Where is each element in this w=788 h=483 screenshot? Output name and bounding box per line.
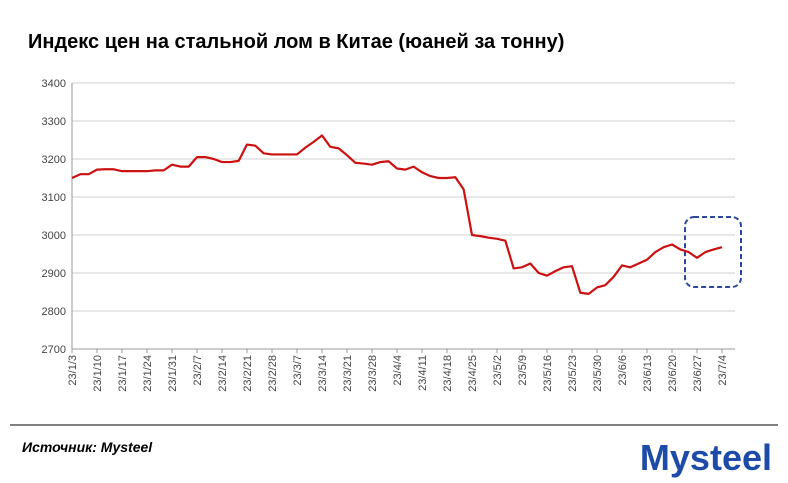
x-tick-label: 23/1/3: [67, 355, 79, 386]
y-tick-label: 2700: [42, 344, 66, 356]
source: Источник: Mysteel: [22, 439, 153, 455]
y-tick-label: 3000: [42, 230, 66, 242]
x-tick-label: 23/3/14: [317, 355, 329, 392]
x-tick-label: 23/1/10: [92, 355, 104, 392]
y-tick-label: 2800: [42, 306, 66, 318]
x-tick-label: 23/1/31: [167, 355, 179, 392]
y-tick-label: 3300: [42, 116, 66, 128]
x-tick-label: 23/2/14: [217, 355, 229, 392]
x-tick-label: 23/2/28: [267, 355, 279, 392]
x-tick-label: 23/5/16: [542, 355, 554, 392]
x-tick-label: 23/3/21: [342, 355, 354, 392]
x-tick-label: 23/3/7: [292, 355, 304, 386]
x-tick-label: 23/2/21: [242, 355, 254, 392]
y-tick-label: 3400: [42, 78, 66, 90]
x-tick-label: 23/4/18: [442, 355, 454, 392]
y-tick-label: 3200: [42, 154, 66, 166]
x-tick-label: 23/1/17: [117, 355, 129, 392]
x-tick-label: 23/6/20: [667, 355, 679, 392]
x-tick-label: 23/3/28: [367, 355, 379, 392]
x-tick-label: 23/6/27: [692, 355, 704, 392]
y-tick-label: 2900: [42, 268, 66, 280]
x-tick-label: 23/2/7: [192, 355, 204, 386]
price-line: [71, 134, 723, 295]
x-tick-label: 23/5/2: [492, 355, 504, 386]
x-tick-label: 23/5/23: [567, 355, 579, 392]
x-tick-label: 23/5/30: [592, 355, 604, 392]
x-tick-label: 23/7/4: [717, 355, 729, 386]
logo: Mysteel: [640, 437, 772, 478]
x-tick-label: 23/4/11: [417, 355, 429, 391]
highlight-box: [684, 216, 742, 288]
x-tick-label: 23/4/4: [392, 355, 404, 386]
x-tick-label: 23/1/24: [142, 355, 154, 392]
x-tick-label: 23/6/13: [642, 355, 654, 392]
y-tick-label: 3100: [42, 192, 66, 204]
x-tick-label: 23/6/6: [617, 355, 629, 386]
x-tick-label: 23/4/25: [467, 355, 479, 392]
x-tick-label: 23/5/9: [517, 355, 529, 386]
chart-title: Индекс цен на стальной лом в Китае (юане…: [28, 31, 564, 53]
